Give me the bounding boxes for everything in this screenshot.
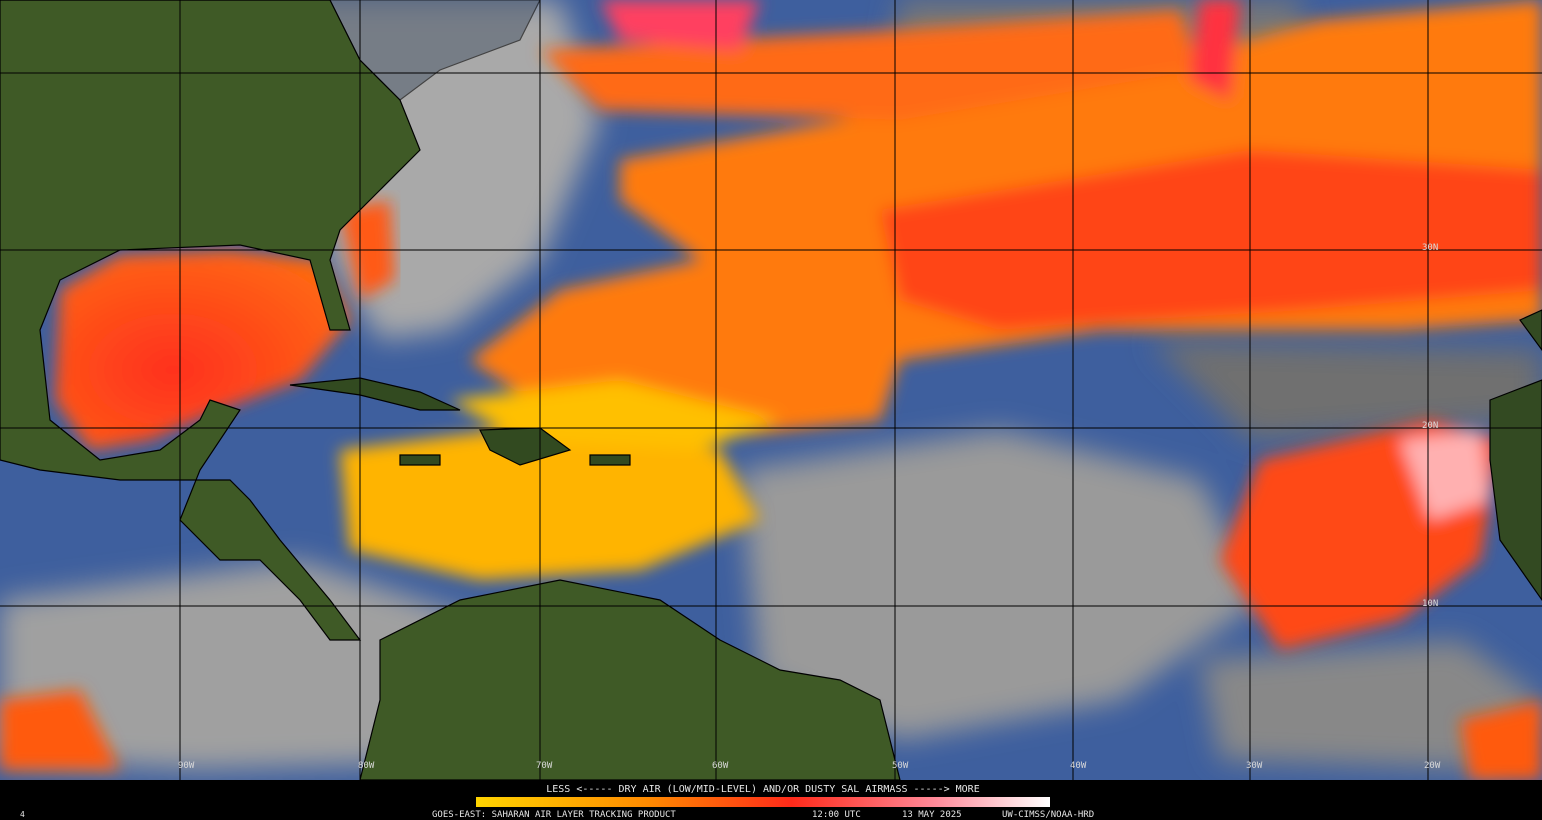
date: 13 MAY 2025 — [902, 810, 962, 820]
graticule — [0, 0, 1542, 780]
latitude-labels: 30N 20N 10N — [1422, 243, 1438, 609]
lon-label: 40W — [1070, 761, 1087, 771]
lat-label: 30N — [1422, 243, 1438, 253]
lon-label: 80W — [358, 761, 375, 771]
credit: UW-CIMSS/NOAA-HRD — [1002, 810, 1094, 820]
gulf-sal — [55, 250, 350, 450]
lon-label: 60W — [712, 761, 729, 771]
lat-label: 10N — [1422, 599, 1438, 609]
frame-number: 4 — [20, 810, 25, 819]
sal-airmass — [0, 0, 1542, 780]
lon-label: 90W — [178, 761, 195, 771]
lon-label: 20W — [1424, 761, 1441, 771]
longitude-labels: 90W 80W 70W 60W 50W 40W 30W 20W — [178, 761, 1441, 771]
lon-label: 50W — [892, 761, 909, 771]
lon-label: 70W — [536, 761, 553, 771]
land — [0, 0, 1542, 781]
color-scale — [476, 797, 1050, 807]
product-name: GOES-EAST: SAHARAN AIR LAYER TRACKING PR… — [432, 810, 676, 820]
legend-text: LESS <----- DRY AIR (LOW/MID-LEVEL) AND/… — [546, 784, 979, 795]
lat-label: 20N — [1422, 421, 1438, 431]
time: 12:00 UTC — [812, 810, 861, 820]
lon-label: 30W — [1246, 761, 1263, 771]
